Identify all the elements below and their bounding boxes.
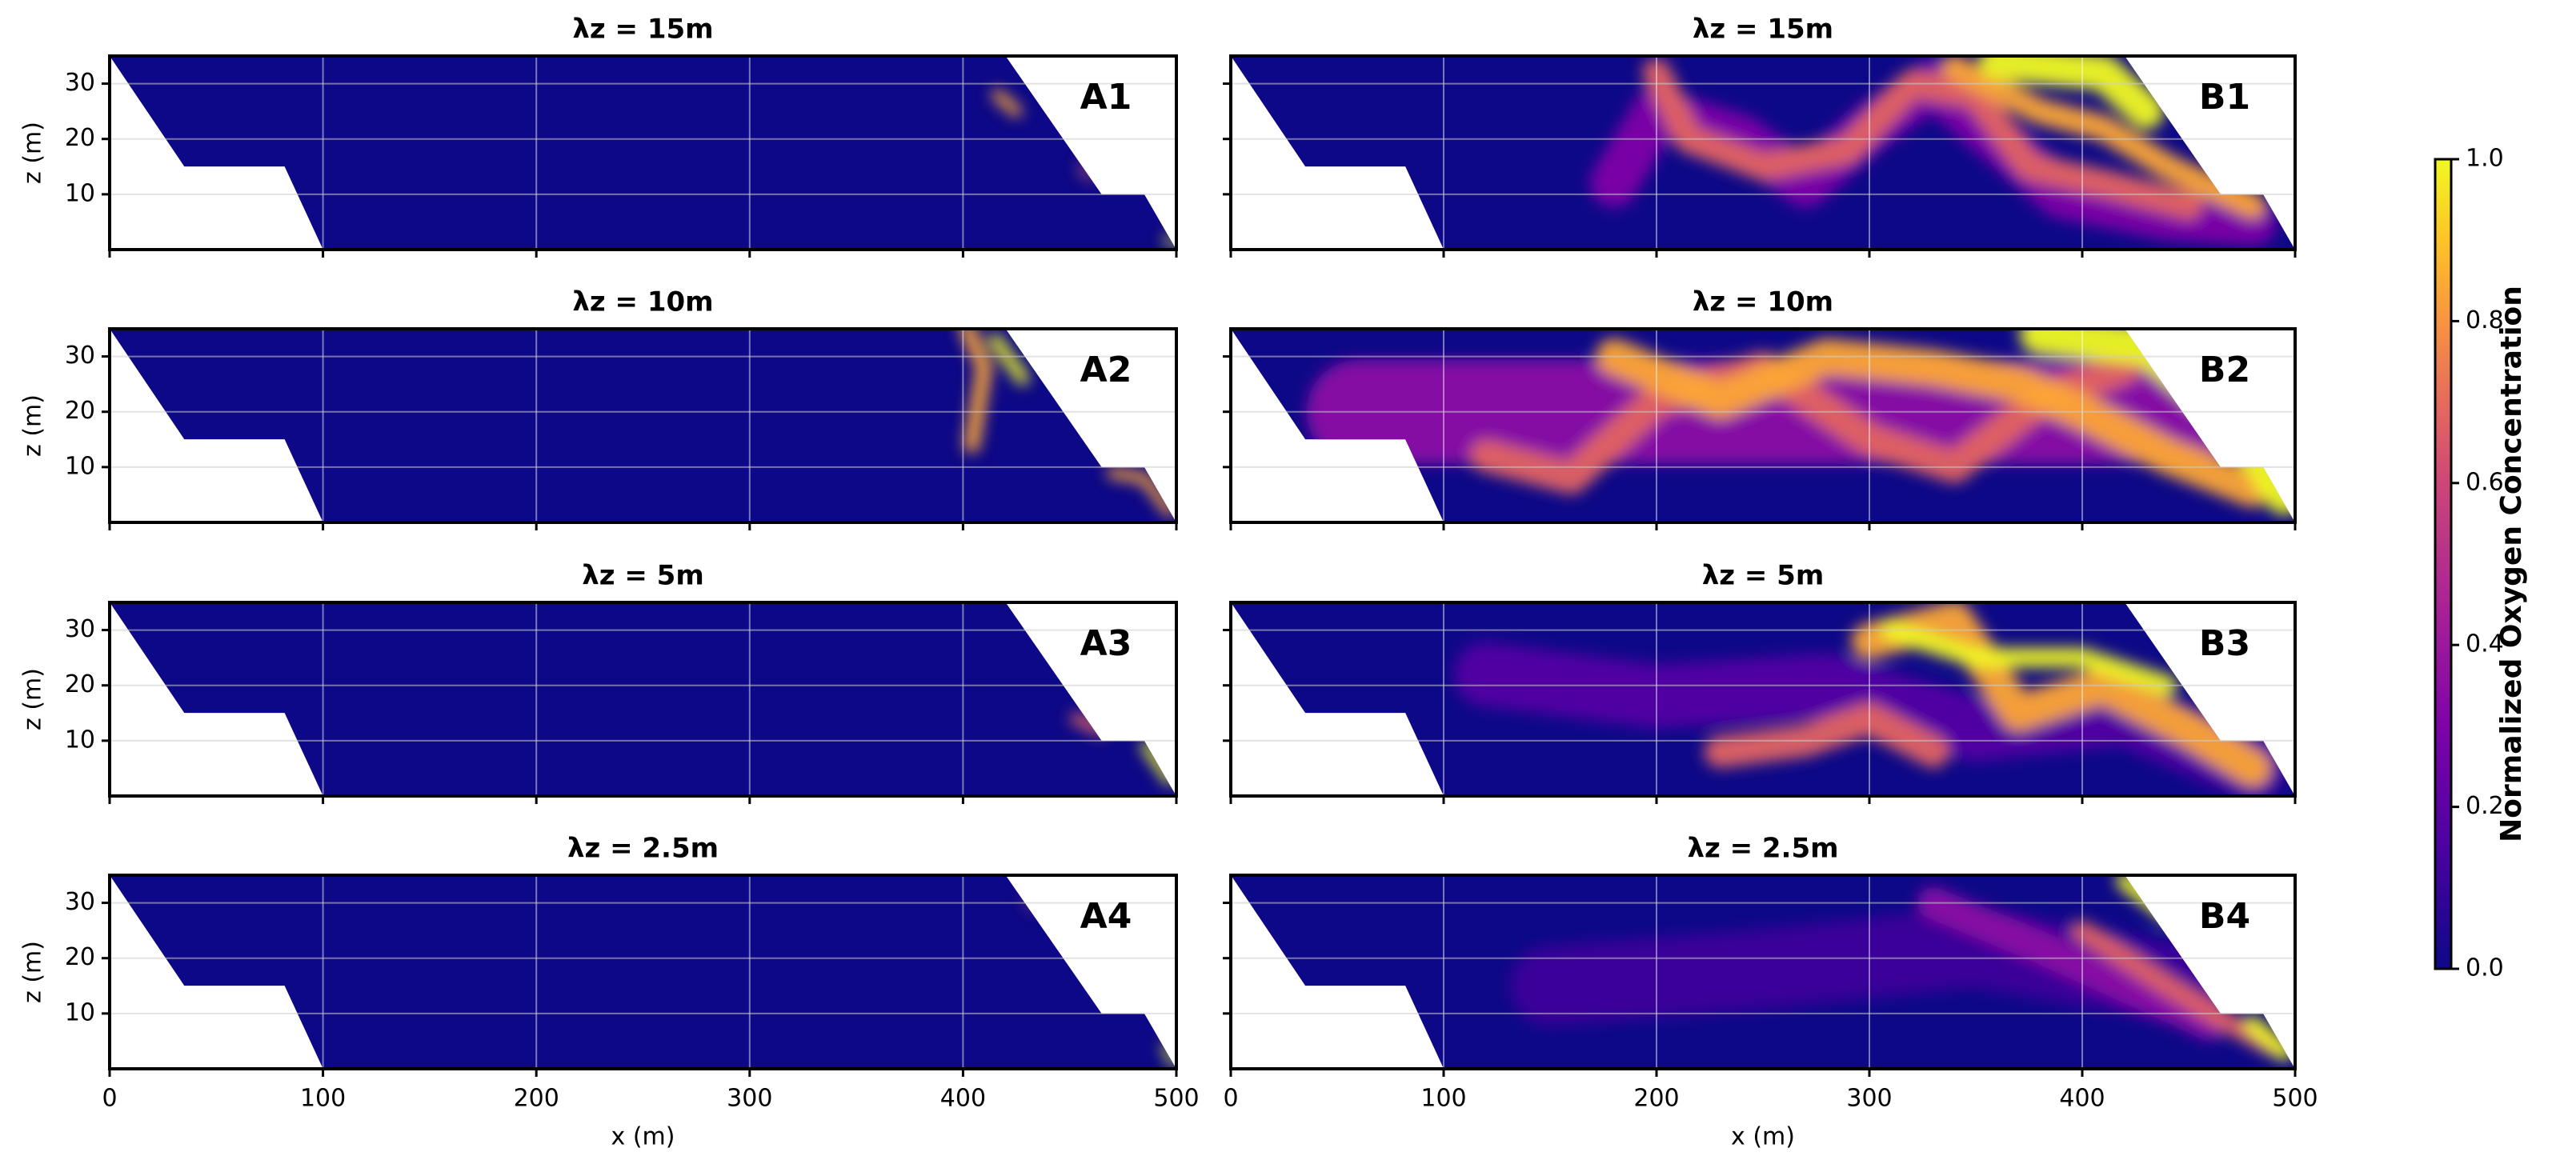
colorbar-tick-label: 0.8 (2466, 306, 2504, 334)
x-tick-label: 100 (1420, 1085, 1466, 1113)
y-tick-label: 30 (65, 888, 95, 916)
plume-stroke (959, 329, 993, 454)
field (110, 602, 1176, 796)
frame (108, 874, 1178, 1070)
colorbar-tick-label: 1.0 (2466, 145, 2504, 173)
y-tick-label: 20 (65, 397, 95, 425)
domain (110, 602, 1176, 796)
y-tick-label: 30 (65, 342, 95, 370)
y-axis-label: z (m) (19, 122, 47, 184)
x-tick-label: 0 (1223, 1085, 1238, 1113)
plume-stroke (1164, 234, 1176, 249)
colorbar (2434, 158, 2453, 970)
panel-title: λz = 5m (1702, 560, 1825, 592)
field (110, 875, 1176, 1069)
frame (1229, 874, 2297, 1070)
x-axis-label: x (m) (611, 1123, 675, 1151)
panel-title: λz = 2.5m (567, 833, 719, 865)
panel-label: A4 (1080, 896, 1132, 937)
x-tick-label: 0 (102, 1085, 117, 1113)
domain (110, 56, 1176, 250)
panel-title: λz = 10m (572, 286, 713, 318)
plume-stroke (2243, 1015, 2294, 1062)
frame (1229, 601, 2297, 798)
panel-label: B4 (2199, 896, 2250, 937)
panel-title: λz = 10m (1693, 286, 1833, 318)
plume (959, 329, 1176, 518)
x-tick-label: 500 (1153, 1085, 1199, 1113)
colorbar-tick-label: 0.4 (2466, 630, 2504, 658)
panel-label: A1 (1080, 77, 1132, 118)
field (1231, 875, 2295, 1069)
x-tick-label: 200 (1633, 1085, 1679, 1113)
frame (1229, 327, 2297, 524)
panel-title: λz = 15m (1693, 14, 1833, 46)
colorbar-tick-label: 0.6 (2466, 468, 2504, 496)
frame (108, 601, 1178, 798)
panel-title: λz = 15m (572, 14, 713, 46)
field (110, 56, 1176, 250)
field (1231, 56, 2295, 250)
y-tick-label: 30 (65, 615, 95, 643)
x-axis-label: x (m) (1731, 1123, 1795, 1151)
colorbar-label: Normalized Oxygen Concentration (2495, 286, 2528, 842)
y-tick-label: 10 (65, 179, 95, 207)
frame (108, 54, 1178, 251)
plume-stroke (1704, 702, 1949, 768)
x-tick-label: 200 (514, 1085, 559, 1113)
y-tick-label: 10 (65, 998, 95, 1026)
y-tick-label: 20 (65, 943, 95, 971)
field (110, 329, 1176, 522)
panel-label: B1 (2199, 77, 2250, 118)
y-tick-label: 10 (65, 452, 95, 480)
field (1231, 602, 2295, 796)
x-tick-label: 400 (940, 1085, 986, 1113)
panel-label: B3 (2199, 623, 2250, 664)
plume-stroke (988, 333, 1030, 386)
panel-label: A2 (1080, 350, 1132, 390)
plume-stroke (1941, 56, 2266, 218)
panel-label: A3 (1080, 623, 1132, 664)
plume-stroke (1881, 620, 2177, 696)
panel-title: λz = 2.5m (1687, 833, 1838, 865)
field (1231, 329, 2295, 522)
frame (108, 327, 1178, 524)
x-tick-label: 400 (2059, 1085, 2105, 1113)
y-tick-label: 10 (65, 726, 95, 754)
frame (1229, 54, 2297, 251)
domain (110, 329, 1176, 522)
y-tick-label: 30 (65, 69, 95, 97)
domain (110, 875, 1176, 1069)
x-tick-label: 300 (727, 1085, 772, 1113)
y-axis-label: z (m) (19, 394, 47, 457)
y-axis-label: z (m) (19, 668, 47, 730)
plume-stroke (1596, 338, 2271, 508)
colorbar-tick-label: 0.2 (2466, 792, 2504, 820)
x-tick-label: 300 (1846, 1085, 1892, 1113)
colorbar-tick-label: 0.0 (2466, 954, 2504, 982)
panel-title: λz = 5m (582, 560, 704, 592)
x-tick-label: 500 (2272, 1085, 2318, 1113)
plume-stroke (1917, 886, 2226, 1041)
y-tick-label: 20 (65, 124, 95, 152)
panel-label: B2 (2199, 350, 2250, 390)
plume-stroke (1851, 602, 2271, 786)
y-axis-label: z (m) (19, 941, 47, 1003)
plume (1454, 602, 2285, 796)
y-tick-label: 20 (65, 670, 95, 698)
plume-stroke (992, 89, 1023, 118)
x-tick-label: 100 (300, 1085, 346, 1113)
plume-stroke (1107, 466, 1176, 518)
plume-stroke (1979, 56, 2165, 130)
